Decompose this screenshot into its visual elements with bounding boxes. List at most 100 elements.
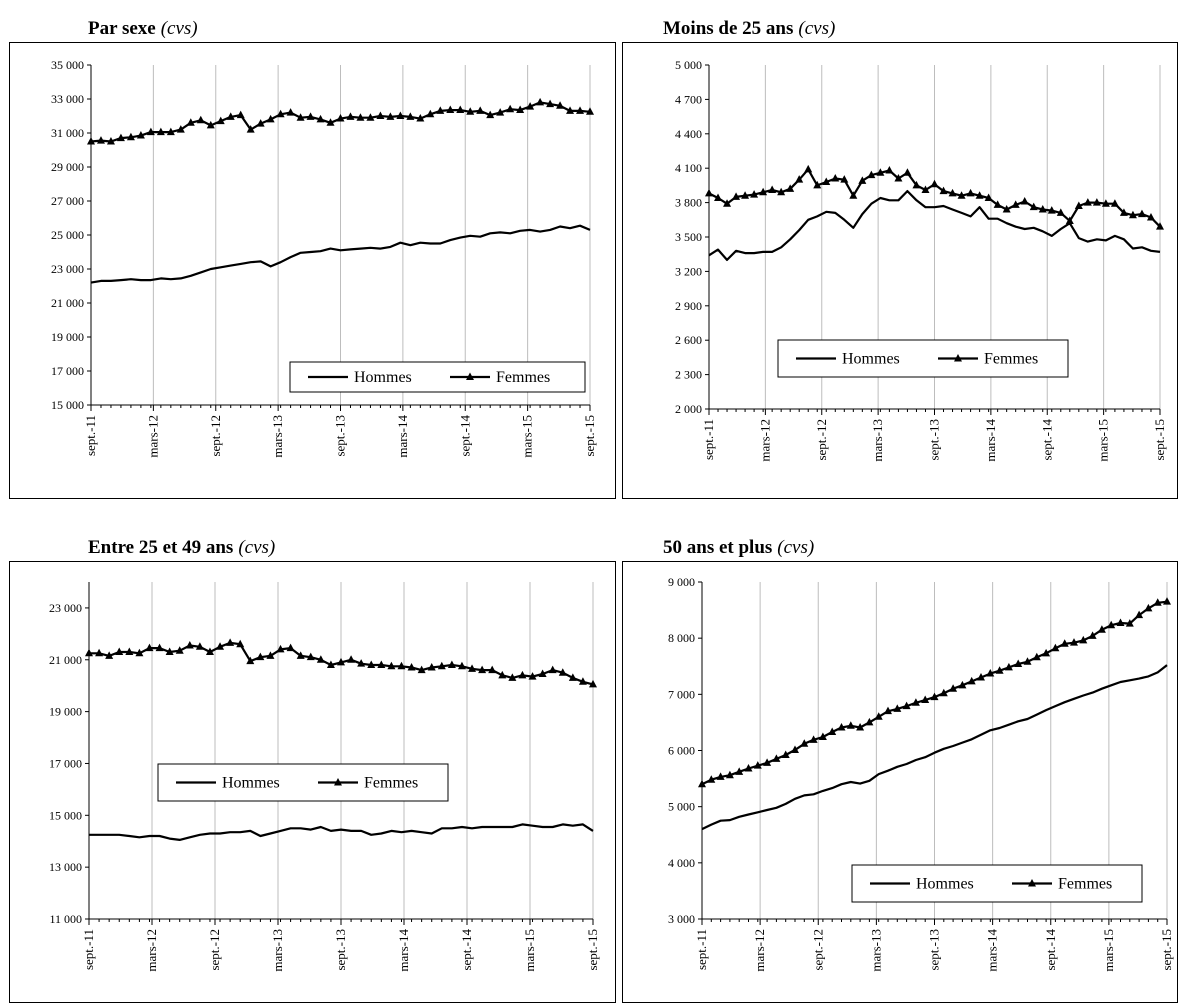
x-tick-label: mars-15 xyxy=(1096,419,1111,462)
series-point-femmes xyxy=(772,754,781,762)
x-tick-label: sept.-12 xyxy=(810,929,825,971)
series-point-femmes xyxy=(732,192,741,200)
series-point-femmes xyxy=(236,639,245,648)
series-point-femmes xyxy=(446,105,455,114)
x-tick-label: mars-15 xyxy=(1101,929,1116,972)
y-tick-label: 15 000 xyxy=(49,808,82,822)
x-tick-label: sept.-12 xyxy=(207,929,222,971)
chart-title: 50 ans et plus (cvs) xyxy=(663,537,814,559)
x-tick-label: sept.-11 xyxy=(694,929,709,970)
series-point-femmes xyxy=(874,712,883,720)
series-point-femmes xyxy=(185,641,194,649)
x-tick-label: mars-13 xyxy=(868,929,883,972)
x-tick-label: sept.-12 xyxy=(814,419,829,461)
x-tick-label: mars-15 xyxy=(522,929,537,972)
y-tick-label: 33 000 xyxy=(51,92,84,106)
series-point-femmes xyxy=(831,174,840,182)
series-point-femmes xyxy=(426,109,435,118)
x-tick-label: sept.-13 xyxy=(333,415,348,457)
series-point-femmes xyxy=(226,638,235,646)
x-tick-label: mars-12 xyxy=(752,929,767,972)
x-tick-label: mars-12 xyxy=(757,419,772,462)
legend-label-femmes: Femmes xyxy=(496,369,550,386)
series-point-femmes xyxy=(536,97,545,106)
series-point-femmes xyxy=(723,199,732,207)
legend-marker-femmes xyxy=(954,354,962,362)
series-point-femmes xyxy=(496,108,505,116)
series-point-femmes xyxy=(1156,222,1164,230)
series-point-femmes xyxy=(276,644,285,653)
series-point-femmes xyxy=(236,110,245,119)
series-point-femmes xyxy=(578,677,587,685)
series-point-femmes xyxy=(1079,635,1088,644)
series-point-femmes xyxy=(1070,638,1078,646)
y-tick-label: 19 000 xyxy=(49,705,82,719)
legend-label-hommes: Hommes xyxy=(222,775,280,792)
x-tick-label: mars-14 xyxy=(396,929,411,972)
series-point-femmes xyxy=(744,763,753,772)
series-point-femmes xyxy=(498,670,507,679)
series-point-femmes xyxy=(1042,648,1051,657)
x-tick-label: sept.-13 xyxy=(333,929,348,971)
y-tick-label: 17 000 xyxy=(49,756,82,770)
series-point-femmes xyxy=(885,165,894,174)
series-point-femmes xyxy=(316,655,325,663)
series-point-femmes xyxy=(804,164,813,173)
series-point-femmes xyxy=(813,180,822,189)
legend-label-hommes: Hommes xyxy=(916,876,974,893)
series-point-femmes xyxy=(1119,208,1128,216)
series-point-femmes xyxy=(166,127,175,136)
series-point-femmes xyxy=(1056,208,1065,216)
series-point-femmes xyxy=(948,188,957,197)
series-point-femmes xyxy=(1107,620,1116,629)
chart-subtitle: (cvs) xyxy=(160,18,198,39)
y-tick-label: 23 000 xyxy=(49,601,82,615)
series-point-femmes xyxy=(993,200,1002,208)
series-point-femmes xyxy=(396,111,405,119)
series-point-femmes xyxy=(903,168,912,176)
series-point-femmes xyxy=(809,735,818,743)
series-point-femmes xyxy=(205,647,214,655)
series-point-femmes xyxy=(698,779,706,788)
series-point-femmes xyxy=(316,114,325,123)
series-point-femmes xyxy=(930,692,939,701)
series-point-femmes xyxy=(884,706,892,715)
series-point-femmes xyxy=(966,188,975,197)
y-tick-label: 2 300 xyxy=(675,368,702,382)
chart-subtitle: (cvs) xyxy=(798,18,836,39)
series-point-femmes xyxy=(1092,198,1101,206)
y-tick-label: 4 000 xyxy=(668,856,695,870)
series-point-femmes xyxy=(195,642,204,650)
series-point-femmes xyxy=(707,775,716,783)
legend-marker-femmes xyxy=(466,372,474,380)
chart-frame xyxy=(622,42,1178,499)
y-tick-label: 4 400 xyxy=(675,127,702,141)
x-tick-label: sept.-15 xyxy=(582,415,597,457)
series-point-femmes xyxy=(840,175,849,183)
series-point-femmes xyxy=(468,664,477,672)
series-point-femmes xyxy=(326,660,335,668)
x-tick-label: sept.-15 xyxy=(1152,419,1167,461)
series-point-femmes xyxy=(957,191,966,199)
series-point-femmes xyxy=(1038,204,1047,213)
series-point-femmes xyxy=(105,651,114,659)
series-point-femmes xyxy=(1004,662,1013,671)
x-tick-label: sept.-14 xyxy=(1043,929,1058,971)
y-tick-label: 8 000 xyxy=(668,631,695,645)
series-point-femmes xyxy=(1083,198,1092,206)
series-point-femmes xyxy=(516,105,525,114)
legend-marker-femmes xyxy=(1028,879,1036,887)
series-point-femmes xyxy=(176,125,185,133)
series-point-femmes xyxy=(276,109,285,118)
series-point-femmes xyxy=(436,106,445,114)
series-point-femmes xyxy=(226,112,235,120)
series-point-femmes xyxy=(1032,652,1041,661)
series-point-femmes xyxy=(1023,657,1032,665)
x-tick-label: mars-13 xyxy=(270,929,285,972)
series-point-femmes xyxy=(781,750,790,758)
y-tick-label: 15 000 xyxy=(51,398,84,412)
series-point-femmes xyxy=(921,695,930,703)
series-point-femmes xyxy=(741,191,750,199)
series-point-femmes xyxy=(858,176,867,184)
